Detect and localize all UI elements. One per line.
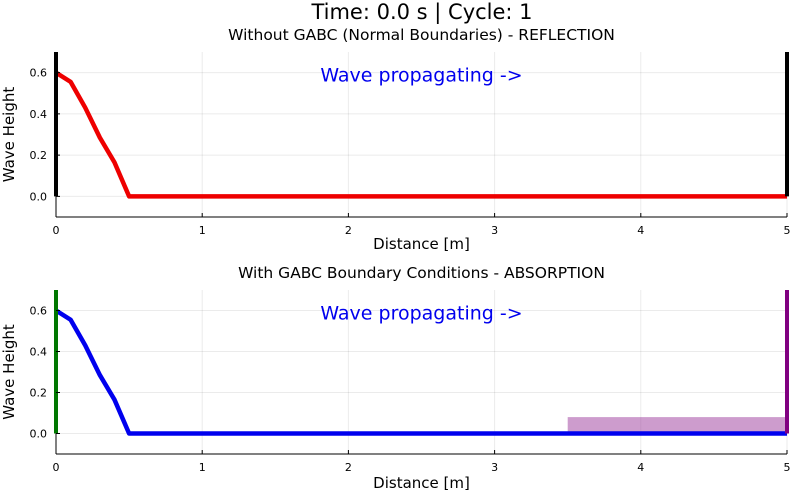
x-tick-label: 3 — [491, 224, 498, 237]
panel-title: With GABC Boundary Conditions - ABSORPTI… — [238, 264, 605, 282]
wave-direction-annotation: Wave propagating -> — [320, 65, 522, 87]
x-tick-label: 4 — [637, 224, 644, 237]
x-tick-label: 5 — [784, 461, 791, 474]
y-tick-label: 0.2 — [30, 149, 48, 162]
x-axis-label: Distance [m] — [373, 235, 470, 253]
x-tick-label: 4 — [637, 461, 644, 474]
wave-direction-annotation: Wave propagating -> — [320, 303, 522, 325]
figure-title: Time: 0.0 s | Cycle: 1 — [310, 0, 532, 25]
y-tick-label: 0.0 — [30, 190, 48, 203]
wave-series-line — [54, 70, 787, 199]
top-panel-reflection: 0 1 2 3 4 5 0.0 0.2 0.4 0.6 Without GABC (Normal B… — [0, 26, 791, 253]
x-tick-label: 0 — [53, 224, 60, 237]
y-axis-label: Wave Height — [0, 87, 18, 183]
y-tick-label: 0.2 — [30, 387, 48, 400]
panel-title: Without GABC (Normal Boundaries) - REFLE… — [228, 26, 615, 44]
y-axis-label: Wave Height — [0, 324, 18, 420]
x-tick-label: 5 — [784, 224, 791, 237]
x-tick-label: 2 — [345, 461, 352, 474]
y-tick-label: 0.6 — [30, 67, 48, 80]
y-tick-label: 0.0 — [30, 428, 48, 441]
y-tick-label: 0.4 — [30, 346, 48, 359]
x-tick-label: 3 — [491, 461, 498, 474]
wave-series-line — [54, 308, 787, 436]
y-tick-label: 0.6 — [30, 305, 48, 318]
x-tick-label: 2 — [345, 224, 352, 237]
x-tick-label: 1 — [199, 224, 206, 237]
x-axis-label: Distance [m] — [373, 474, 470, 492]
x-tick-label: 0 — [53, 461, 60, 474]
y-tick-label: 0.4 — [30, 108, 48, 121]
bottom-panel-absorption: 0 1 2 3 4 5 0.0 0.2 0.4 0.6 With GABC Boundary Con… — [0, 264, 791, 492]
absorption-zone — [567, 417, 787, 434]
x-tick-label: 1 — [199, 461, 206, 474]
